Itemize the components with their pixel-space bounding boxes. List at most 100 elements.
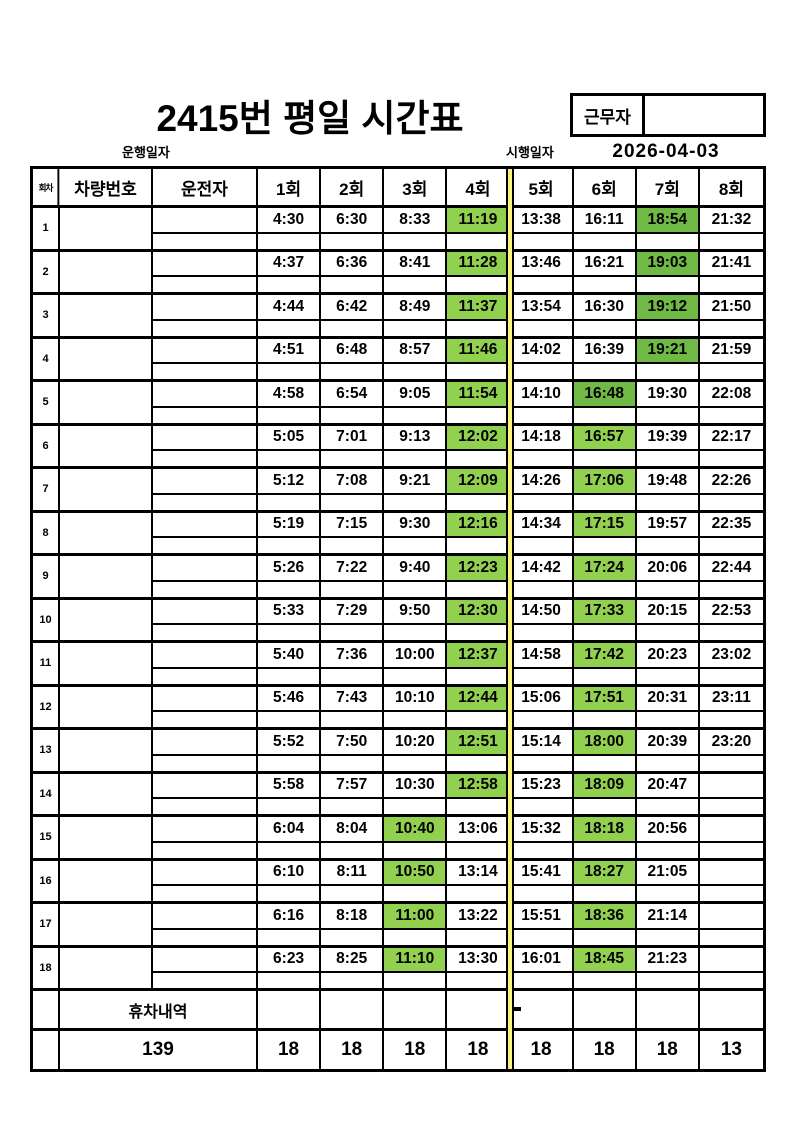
time-value: 11:00 [395, 906, 435, 924]
vehicle-number-cell [60, 904, 153, 945]
header-cell-11: 8회 [718, 179, 744, 199]
time-cell-bottom [258, 929, 322, 945]
time-cell-bottom [321, 625, 385, 640]
time-cell-bottom [574, 842, 637, 858]
header-cell-6: 3회 [384, 169, 448, 205]
time-cell: 5:58 [258, 773, 322, 799]
time-cell-bottom [258, 712, 322, 727]
time-cell-bottom [511, 451, 574, 466]
timetable-row: 11 5:40 7:36 10:00 12:37 14:58 17:42 20:23 23:02 [33, 643, 763, 687]
time-value: 7:50 [336, 732, 368, 750]
time-value: 22:44 [711, 558, 752, 576]
time-cell: 20:39 [636, 730, 700, 756]
time-cell: 7:50 [321, 730, 385, 756]
time-cell: 17:42 [573, 643, 637, 669]
timetable-row: 2 4:37 6:36 8:41 11:28 13:46 16:21 19:03 21:41 [33, 251, 763, 295]
time-cell: 8:18 [321, 904, 385, 930]
time-value: 13:22 [458, 906, 498, 924]
time-value: 11:19 [458, 210, 498, 228]
time-cell-bottom [511, 842, 574, 858]
time-cell: 17:51 [573, 686, 637, 712]
time-cell-bottom [700, 843, 763, 858]
time-cell: 6:36 [321, 251, 385, 277]
driver-cell-bottom [153, 799, 258, 814]
driver-cell-top [153, 730, 258, 756]
total-trips: 139 [60, 1031, 258, 1069]
time-cell: 11:37 [447, 295, 511, 321]
header-cell-8: 5회 [511, 169, 574, 205]
time-cell: 8:41 [384, 251, 448, 277]
time-value: 16:57 [584, 428, 625, 446]
timetable-row: 18 6:23 8:25 11:10 13:30 16:01 18:45 21:23 [33, 947, 763, 991]
time-cell: 4:58 [258, 382, 322, 408]
time-cell-bottom [574, 755, 637, 771]
time-value: 6:42 [336, 297, 368, 315]
time-cell-bottom [511, 973, 574, 988]
round-number: 17 [33, 904, 60, 945]
time-cell-bottom [511, 886, 574, 901]
time-value: 16:30 [584, 297, 625, 315]
time-cell: 8:11 [321, 860, 385, 886]
time-cell: 6:54 [321, 382, 385, 408]
time-cell: 12:23 [447, 556, 511, 582]
time-cell: 18:09 [573, 773, 637, 799]
time-value: 5:26 [273, 558, 305, 576]
time-value: 18:45 [584, 950, 625, 968]
time-cell: 9:05 [384, 382, 448, 408]
time-cell: 17:15 [573, 512, 637, 538]
time-cell-bottom [447, 973, 511, 988]
time-cell: 7:43 [321, 686, 385, 712]
time-cell: 14:18 [510, 425, 574, 451]
time-value: 6:16 [273, 906, 305, 924]
time-value: 18:00 [584, 732, 625, 750]
effective-date-label: 시행일자 [506, 145, 554, 160]
time-value: 11:37 [458, 297, 498, 315]
time-cell-bottom [574, 712, 637, 727]
round-number: 5 [33, 382, 60, 423]
time-cell: 15:41 [510, 860, 574, 886]
rest-empty-cell [258, 991, 322, 1028]
time-cell-bottom [384, 799, 448, 814]
time-cell: 14:34 [510, 512, 574, 538]
time-cell-bottom [574, 494, 637, 510]
vehicle-number-cell [60, 251, 153, 292]
time-cell: 20:47 [636, 773, 700, 799]
time-cell: 4:44 [258, 295, 322, 321]
header-cell-9: 6회 [574, 169, 637, 205]
time-value: 7:15 [336, 515, 368, 533]
time-value: 14:18 [521, 428, 561, 446]
time-cell-bottom [258, 973, 322, 988]
driver-cell-top [153, 295, 258, 321]
time-cell: 10:10 [384, 686, 448, 712]
time-value: 20:15 [647, 602, 688, 620]
time-cell-bottom [700, 538, 763, 553]
round-total: 18 [384, 1031, 448, 1069]
time-cell: 11:46 [447, 338, 511, 364]
time-value: 18:54 [647, 210, 688, 228]
time-cell: 5:40 [258, 643, 322, 669]
time-cell: 18:27 [573, 860, 637, 886]
vehicle-number-cell [60, 469, 153, 510]
header-row: 회차 차량번호 운전자 1회 2회 3회 4회 5회 6회 7회 8회 [33, 169, 763, 208]
time-cell-bottom [321, 755, 385, 771]
time-cell: 12:37 [447, 643, 511, 669]
driver-cell-bottom [153, 929, 258, 945]
time-value: 4:37 [273, 254, 305, 272]
time-cell: 15:23 [510, 773, 574, 799]
time-value: 22:17 [711, 428, 752, 446]
time-value: 8:04 [336, 819, 368, 837]
time-value: 17:42 [584, 645, 625, 663]
time-value: 18:36 [584, 906, 625, 924]
time-value: 17:15 [584, 515, 625, 533]
time-cell-bottom [637, 973, 700, 988]
driver-cell-top [153, 643, 258, 669]
time-value: 8:41 [399, 254, 431, 272]
time-cell-bottom [447, 320, 511, 336]
time-value: 9:21 [399, 471, 431, 489]
driver-cell-bottom [153, 407, 258, 423]
rest-empty-cell [511, 991, 574, 1028]
time-cell: 19:39 [636, 425, 700, 451]
round-total: 18 [511, 1031, 574, 1069]
time-value: 4:58 [273, 384, 305, 402]
time-cell: 13:30 [447, 947, 511, 973]
